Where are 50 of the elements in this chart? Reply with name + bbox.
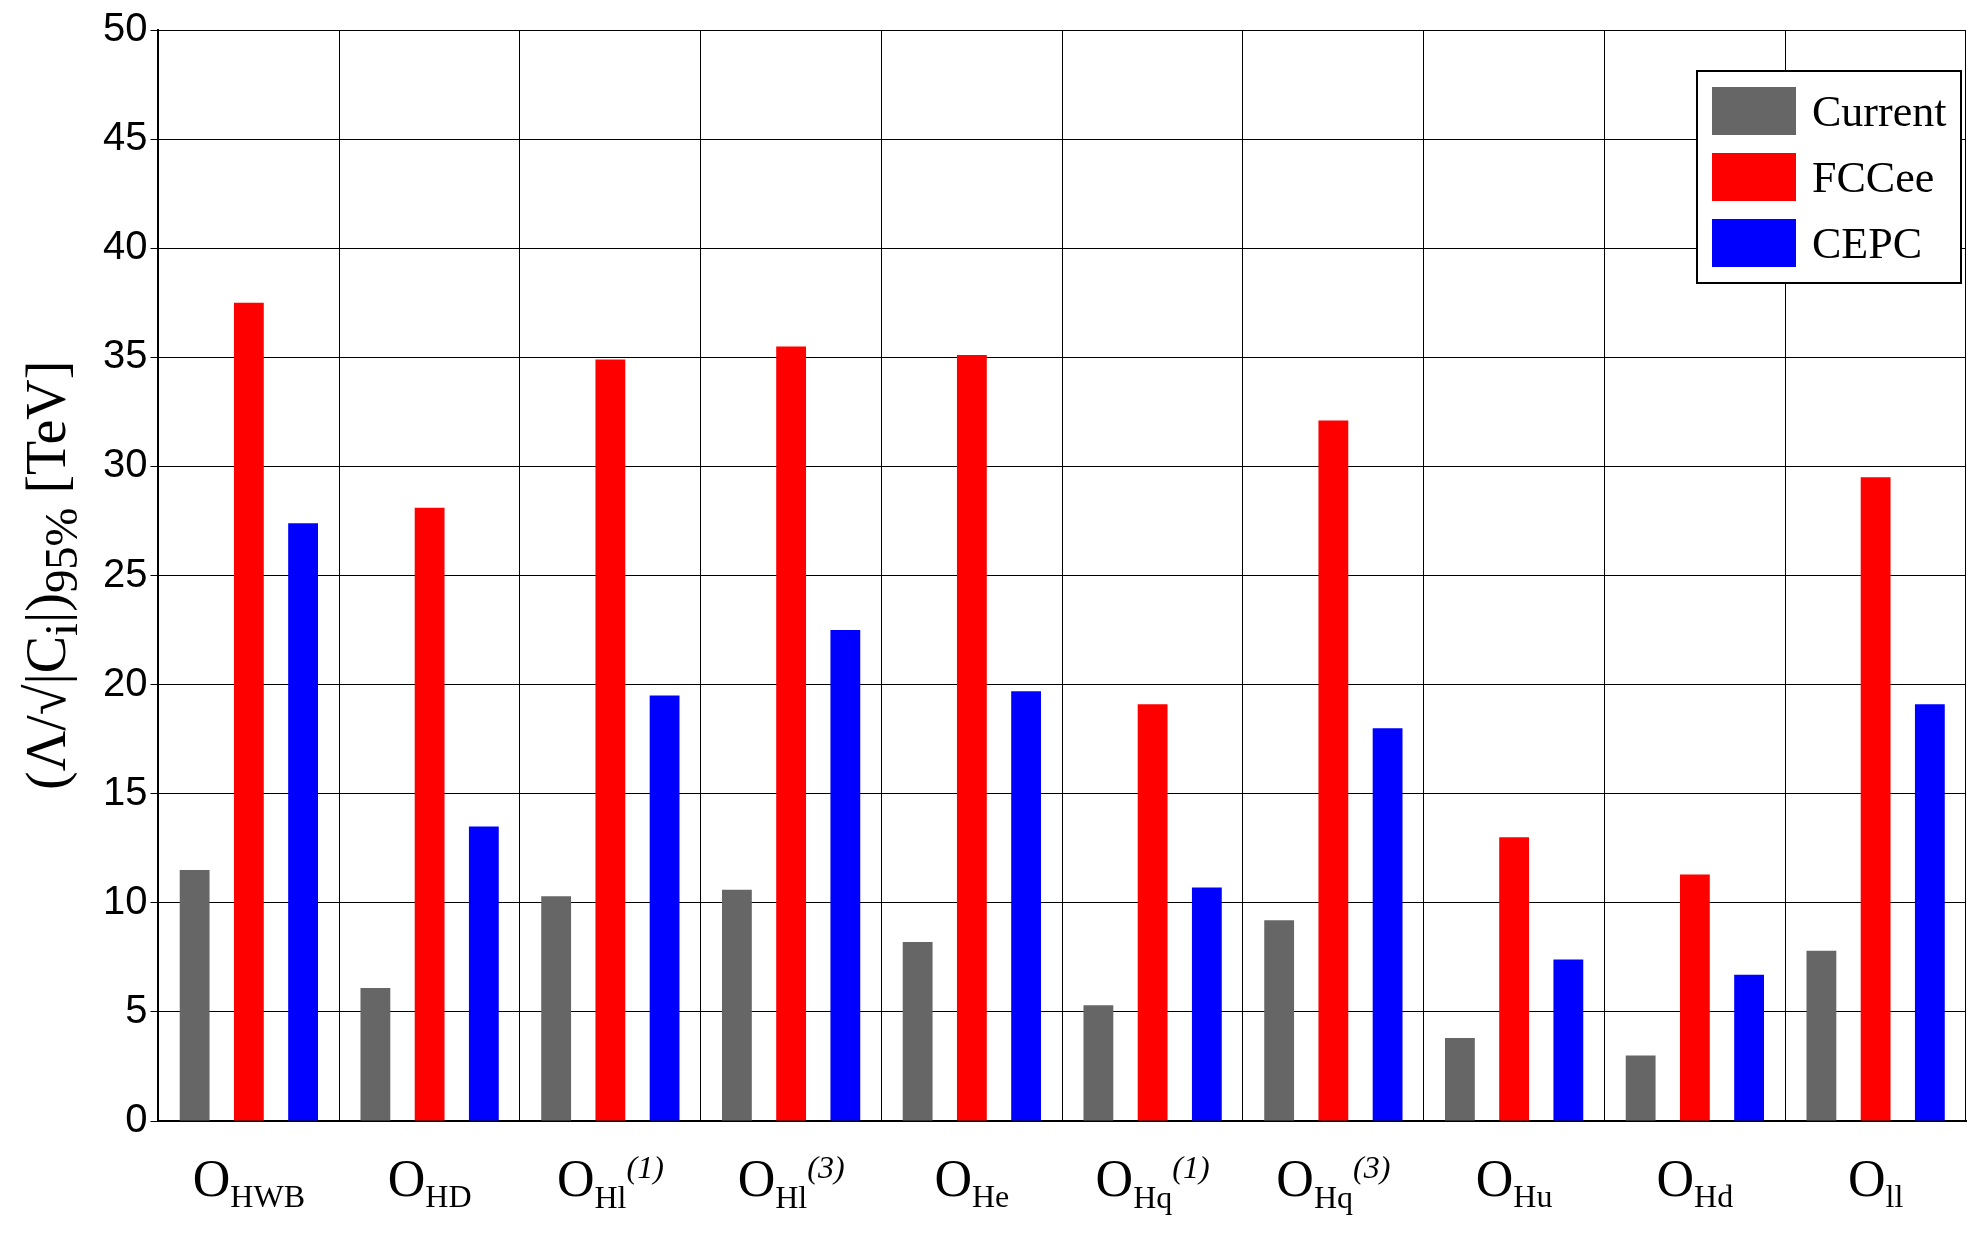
x-tick-label: O$_{ll}$ [1847,1149,1904,1216]
legend-label: Current [1812,85,1947,137]
bar [1191,887,1222,1121]
x-tick-label: O$_{HWB}$ [192,1149,305,1216]
bar [595,359,626,1121]
bar [179,870,210,1121]
y-tick-label: 5 [125,986,148,1031]
bar [1734,974,1765,1121]
y-tick-label: 25 [102,550,148,595]
bar [1137,704,1168,1121]
y-tick-label: 20 [102,659,148,704]
y-tick-label: 40 [102,223,148,268]
bar [1860,477,1891,1121]
legend-label: FCCee [1812,151,1935,203]
bar [233,302,264,1121]
bar [1625,1055,1656,1121]
y-tick-label: 50 [102,5,148,50]
bar [1679,874,1710,1121]
bar [468,826,499,1121]
y-tick-label: 10 [102,877,148,922]
bar [1083,1005,1114,1121]
bar [830,630,861,1121]
bar [1806,950,1837,1121]
y-tick-label: 30 [102,441,148,486]
bar [1264,920,1295,1121]
x-tick-label: O$_{Hd}$ [1656,1149,1734,1216]
y-tick-label: 15 [102,768,148,813]
bar [1444,1038,1475,1121]
bar [1914,704,1945,1121]
bar [1553,959,1584,1121]
bar [1318,420,1349,1121]
bar [1499,837,1530,1121]
bar [360,987,391,1121]
bar [721,889,752,1121]
bar [956,355,987,1121]
bar [1372,728,1403,1121]
bar [1011,691,1042,1121]
y-tick-label: 35 [102,332,148,377]
bar [776,346,807,1121]
y-tick-label: 0 [125,1096,148,1141]
legend-label: CEPC [1812,217,1923,269]
bar [288,523,319,1121]
x-tick-label: O$_{He}$ [934,1149,1010,1216]
bar [902,942,933,1121]
x-tick-label: O$_{HD}$ [387,1149,472,1216]
bar [414,507,445,1121]
bar [649,695,680,1121]
y-tick-label: 45 [102,114,148,159]
bar [541,896,572,1121]
x-tick-label: O$_{Hu}$ [1475,1149,1553,1216]
